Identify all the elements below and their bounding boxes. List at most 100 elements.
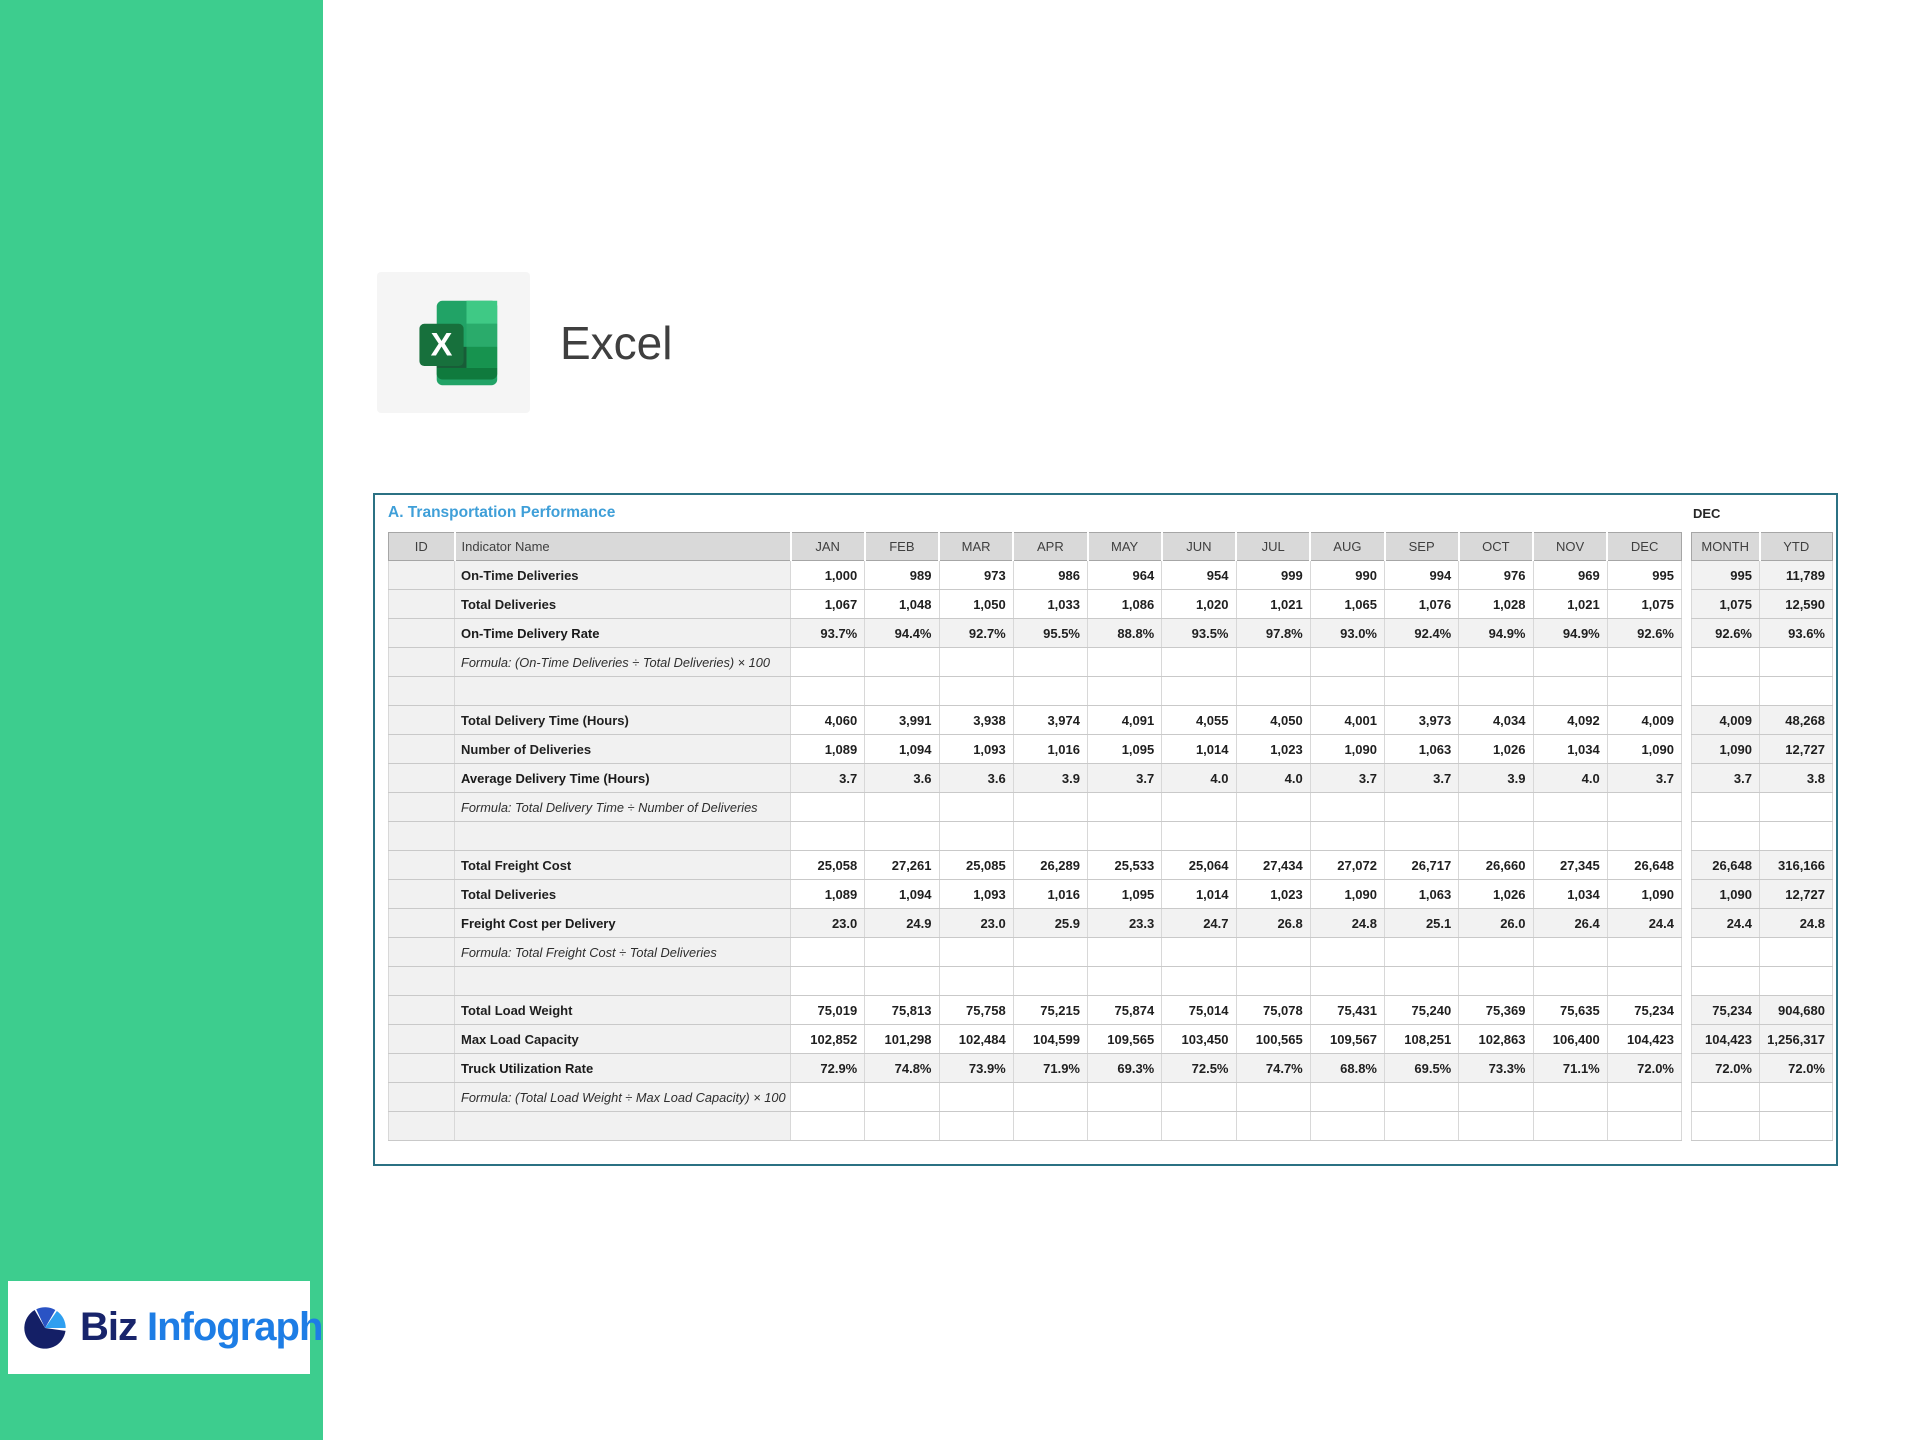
id-cell[interactable] — [388, 908, 455, 938]
value-cell[interactable]: 1,034 — [1532, 734, 1608, 764]
month-cell[interactable] — [1691, 792, 1760, 822]
value-cell[interactable] — [1383, 821, 1460, 851]
value-cell[interactable] — [789, 937, 866, 967]
value-cell[interactable]: 72.0% — [1606, 1053, 1683, 1083]
value-cell[interactable] — [1086, 1082, 1163, 1112]
value-cell[interactable] — [1012, 792, 1089, 822]
value-cell[interactable]: 995 — [1606, 560, 1683, 590]
value-cell[interactable]: 25,064 — [1161, 850, 1237, 880]
value-cell[interactable]: 27,261 — [864, 850, 940, 880]
value-cell[interactable]: 93.5% — [1161, 618, 1237, 648]
id-cell[interactable] — [388, 589, 455, 619]
value-cell[interactable] — [1086, 821, 1163, 851]
value-cell[interactable] — [1532, 1082, 1608, 1112]
value-cell[interactable]: 4.0 — [1235, 763, 1311, 793]
month-cell[interactable]: 72.0% — [1691, 1053, 1760, 1083]
value-cell[interactable]: 25,085 — [938, 850, 1014, 880]
indicator-name-cell[interactable] — [454, 821, 791, 851]
value-cell[interactable] — [864, 937, 940, 967]
value-cell[interactable] — [1235, 1082, 1311, 1112]
id-cell[interactable] — [388, 1024, 455, 1054]
value-cell[interactable] — [1161, 821, 1237, 851]
value-cell[interactable] — [1606, 966, 1683, 996]
value-cell[interactable] — [1383, 647, 1460, 677]
ytd-cell[interactable] — [1759, 1082, 1833, 1112]
value-cell[interactable]: 23.0 — [938, 908, 1014, 938]
value-cell[interactable]: 95.5% — [1012, 618, 1089, 648]
ytd-cell[interactable] — [1759, 937, 1833, 967]
month-cell[interactable]: 1,075 — [1691, 589, 1760, 619]
column-header-nov[interactable]: NOV — [1531, 532, 1608, 561]
value-cell[interactable]: 4.0 — [1532, 763, 1608, 793]
value-cell[interactable] — [1458, 937, 1534, 967]
value-cell[interactable] — [1012, 966, 1089, 996]
value-cell[interactable]: 1,020 — [1161, 589, 1237, 619]
id-cell[interactable] — [388, 705, 455, 735]
value-cell[interactable] — [1309, 821, 1386, 851]
ytd-cell[interactable]: 24.8 — [1759, 908, 1833, 938]
indicator-name-cell[interactable]: Freight Cost per Delivery — [454, 908, 791, 938]
value-cell[interactable] — [1606, 1082, 1683, 1112]
value-cell[interactable]: 1,033 — [1012, 589, 1089, 619]
value-cell[interactable] — [1458, 966, 1534, 996]
value-cell[interactable]: 92.4% — [1383, 618, 1460, 648]
value-cell[interactable]: 106,400 — [1532, 1024, 1608, 1054]
value-cell[interactable] — [1235, 937, 1311, 967]
ytd-cell[interactable]: 3.8 — [1759, 763, 1833, 793]
value-cell[interactable] — [864, 647, 940, 677]
value-cell[interactable] — [938, 821, 1014, 851]
value-cell[interactable]: 94.4% — [864, 618, 940, 648]
value-cell[interactable] — [1383, 937, 1460, 967]
value-cell[interactable]: 75,078 — [1235, 995, 1311, 1025]
value-cell[interactable]: 75,240 — [1383, 995, 1460, 1025]
ytd-cell[interactable]: 72.0% — [1759, 1053, 1833, 1083]
value-cell[interactable] — [1458, 1082, 1534, 1112]
value-cell[interactable]: 4,009 — [1606, 705, 1683, 735]
value-cell[interactable] — [1532, 821, 1608, 851]
value-cell[interactable] — [864, 1082, 940, 1112]
column-header-jan[interactable]: JAN — [789, 532, 865, 561]
value-cell[interactable]: 4,001 — [1309, 705, 1386, 735]
indicator-name-cell[interactable]: Formula: Total Delivery Time ÷ Number of… — [454, 792, 791, 822]
value-cell[interactable]: 26.4 — [1532, 908, 1608, 938]
value-cell[interactable]: 1,089 — [789, 734, 866, 764]
value-cell[interactable] — [1532, 647, 1608, 677]
month-cell[interactable] — [1691, 937, 1760, 967]
value-cell[interactable]: 69.3% — [1086, 1053, 1163, 1083]
value-cell[interactable]: 1,026 — [1458, 734, 1534, 764]
value-cell[interactable]: 26,289 — [1012, 850, 1089, 880]
value-cell[interactable]: 24.7 — [1161, 908, 1237, 938]
value-cell[interactable]: 3,991 — [864, 705, 940, 735]
ytd-cell[interactable]: 12,727 — [1759, 879, 1833, 909]
value-cell[interactable]: 25,058 — [789, 850, 866, 880]
column-header-dec[interactable]: DEC — [1606, 532, 1683, 561]
value-cell[interactable]: 999 — [1235, 560, 1311, 590]
value-cell[interactable] — [1161, 937, 1237, 967]
value-cell[interactable]: 71.1% — [1532, 1053, 1608, 1083]
ytd-cell[interactable]: 904,680 — [1759, 995, 1833, 1025]
value-cell[interactable]: 1,016 — [1012, 734, 1089, 764]
value-cell[interactable]: 994 — [1383, 560, 1460, 590]
indicator-name-cell[interactable] — [454, 676, 791, 706]
value-cell[interactable]: 1,095 — [1086, 879, 1163, 909]
value-cell[interactable] — [1458, 1111, 1534, 1141]
value-cell[interactable]: 973 — [938, 560, 1014, 590]
value-cell[interactable]: 75,431 — [1309, 995, 1386, 1025]
indicator-name-cell[interactable]: Total Freight Cost — [454, 850, 791, 880]
value-cell[interactable] — [864, 792, 940, 822]
indicator-name-cell[interactable]: On-Time Delivery Rate — [454, 618, 791, 648]
column-header-may[interactable]: MAY — [1086, 532, 1162, 561]
value-cell[interactable] — [1086, 966, 1163, 996]
value-cell[interactable] — [1086, 1111, 1163, 1141]
value-cell[interactable]: 71.9% — [1012, 1053, 1089, 1083]
value-cell[interactable]: 73.3% — [1458, 1053, 1534, 1083]
value-cell[interactable] — [1606, 792, 1683, 822]
value-cell[interactable]: 990 — [1309, 560, 1386, 590]
month-cell[interactable]: 1,090 — [1691, 879, 1760, 909]
indicator-name-cell[interactable]: Max Load Capacity — [454, 1024, 791, 1054]
value-cell[interactable] — [938, 1082, 1014, 1112]
month-cell[interactable] — [1691, 676, 1760, 706]
id-cell[interactable] — [388, 937, 455, 967]
value-cell[interactable] — [1309, 937, 1386, 967]
value-cell[interactable]: 73.9% — [938, 1053, 1014, 1083]
